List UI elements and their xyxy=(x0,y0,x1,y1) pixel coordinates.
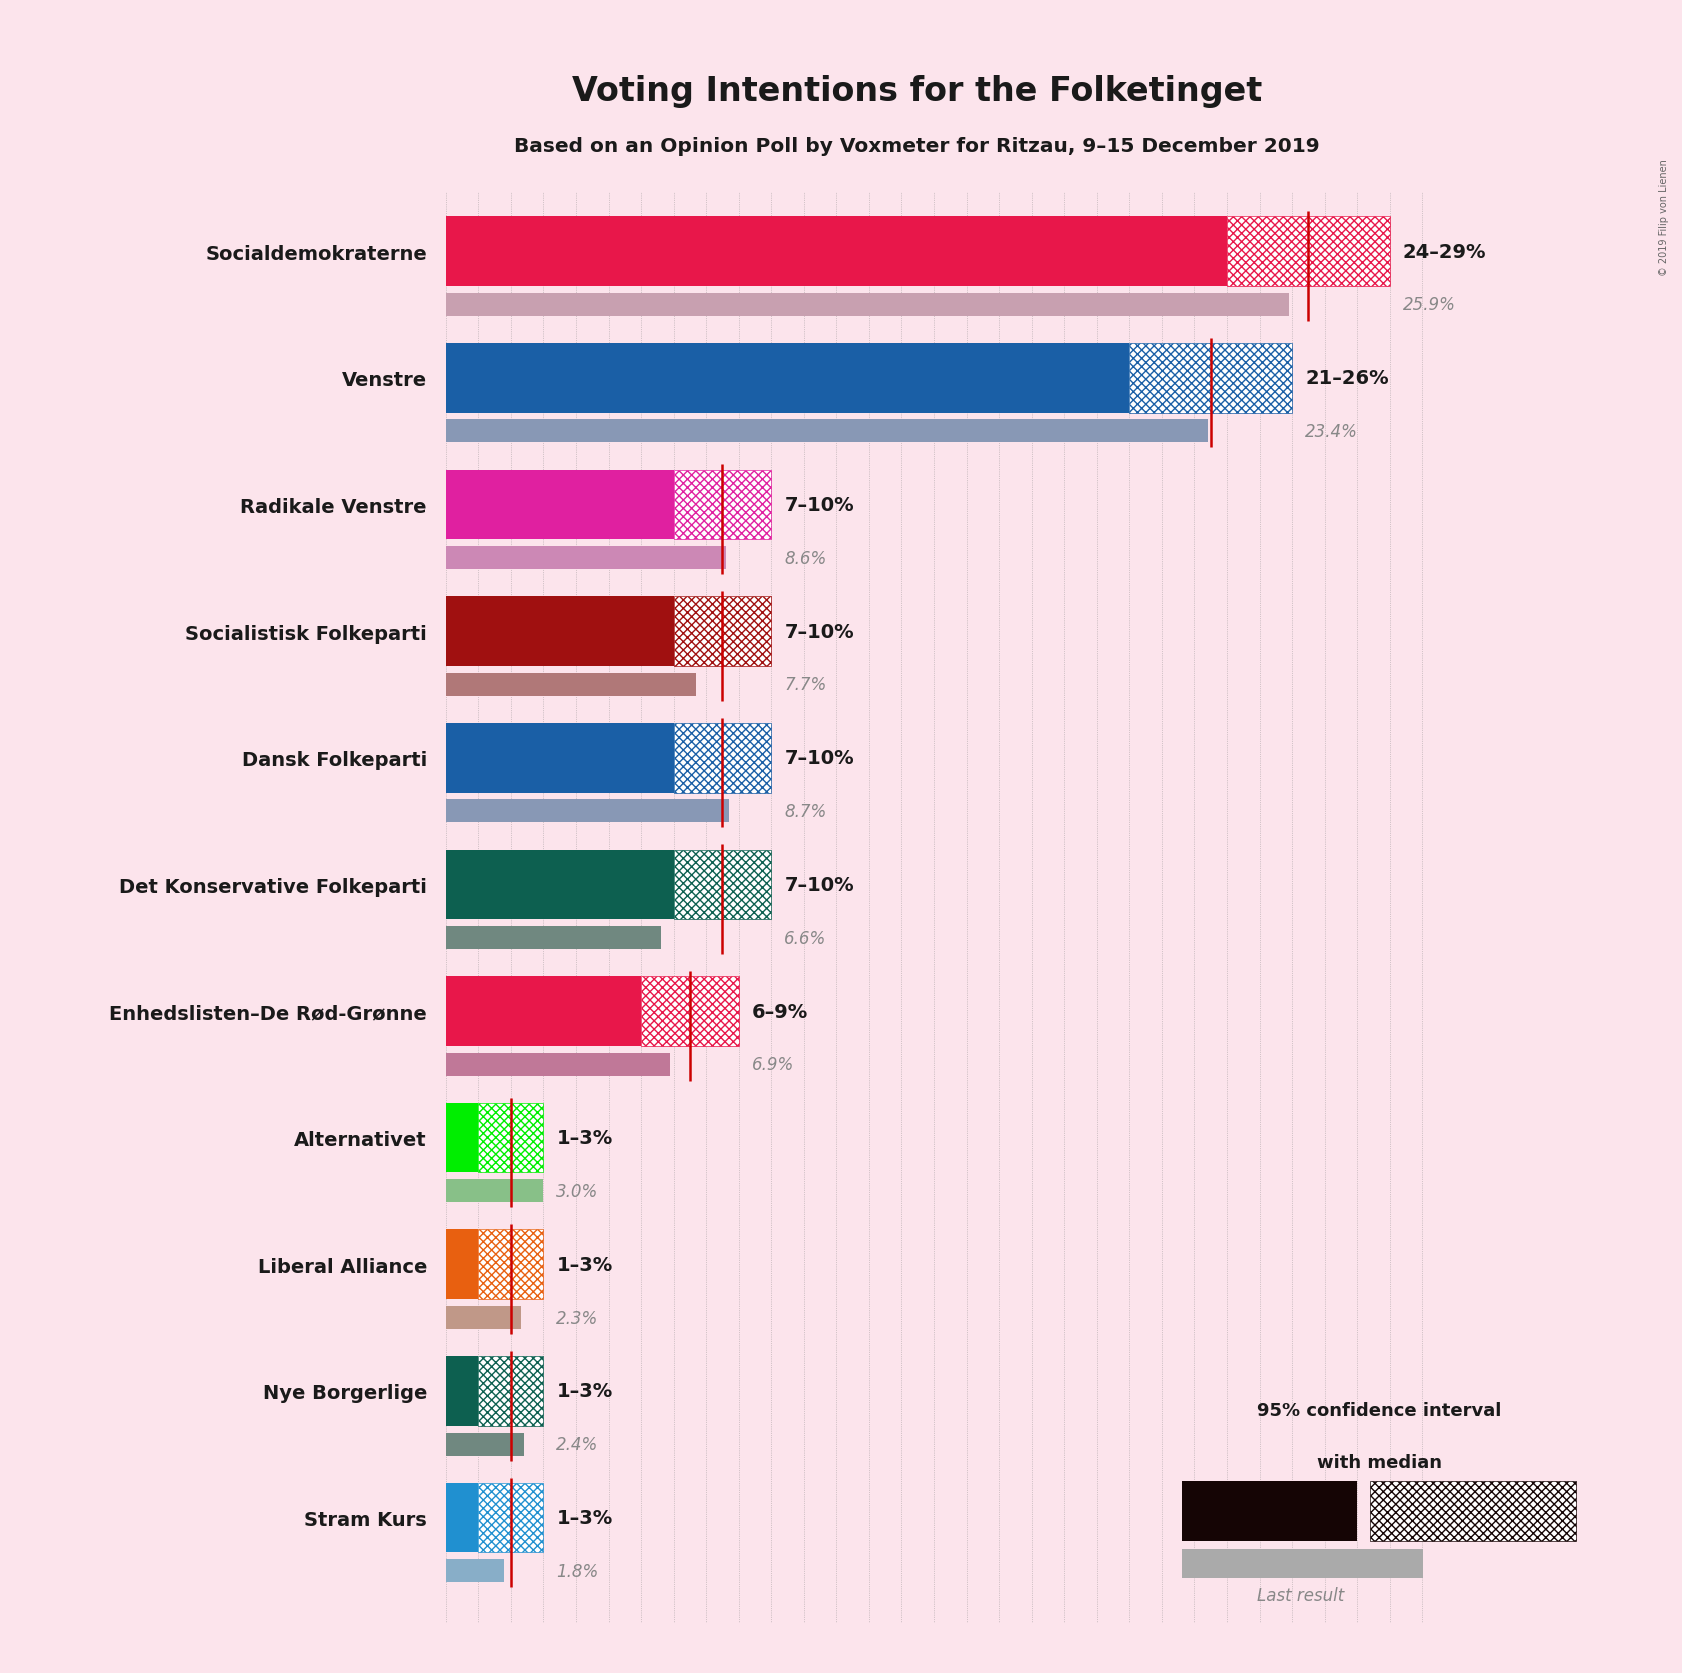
Bar xyxy=(478,1230,543,1300)
Bar xyxy=(446,927,661,949)
Text: 6.6%: 6.6% xyxy=(784,929,826,947)
Bar xyxy=(478,1482,543,1553)
Bar xyxy=(446,977,641,1046)
Bar xyxy=(673,597,772,666)
Bar xyxy=(1182,1481,1357,1541)
Bar xyxy=(446,343,1129,413)
Text: 1–3%: 1–3% xyxy=(557,1129,612,1148)
Bar xyxy=(1228,217,1389,286)
Bar xyxy=(673,470,772,540)
Text: 1–3%: 1–3% xyxy=(557,1255,612,1275)
Text: 1–3%: 1–3% xyxy=(557,1509,612,1527)
Bar xyxy=(1371,1481,1576,1541)
Bar xyxy=(446,547,725,569)
Text: 1.8%: 1.8% xyxy=(557,1563,599,1579)
Text: 3.0%: 3.0% xyxy=(557,1183,599,1200)
Text: 7.7%: 7.7% xyxy=(784,676,826,694)
Bar xyxy=(478,1482,543,1553)
Bar xyxy=(673,850,772,920)
Text: © 2019 Filip von Lienen: © 2019 Filip von Lienen xyxy=(1658,159,1669,276)
Bar xyxy=(478,1230,543,1300)
Bar xyxy=(446,420,1208,443)
Bar xyxy=(641,977,738,1046)
Text: 25.9%: 25.9% xyxy=(1403,296,1455,315)
Text: 7–10%: 7–10% xyxy=(784,495,854,515)
Bar xyxy=(673,723,772,793)
Bar xyxy=(446,1103,478,1173)
Bar xyxy=(446,850,673,920)
Text: 2.4%: 2.4% xyxy=(557,1435,599,1454)
Bar xyxy=(478,1357,543,1425)
Bar xyxy=(446,217,1228,286)
Text: 2.3%: 2.3% xyxy=(557,1308,599,1327)
Text: Based on an Opinion Poll by Voxmeter for Ritzau, 9–15 December 2019: Based on an Opinion Poll by Voxmeter for… xyxy=(515,137,1319,156)
Text: Voting Intentions for the Folketinget: Voting Intentions for the Folketinget xyxy=(572,75,1262,109)
Bar xyxy=(1129,343,1292,413)
Bar xyxy=(446,723,673,793)
Bar xyxy=(446,1357,478,1425)
Text: 24–29%: 24–29% xyxy=(1403,243,1487,261)
Text: 6.9%: 6.9% xyxy=(752,1056,794,1074)
Bar xyxy=(673,470,772,540)
Text: 1–3%: 1–3% xyxy=(557,1382,612,1400)
Text: 7–10%: 7–10% xyxy=(784,750,854,768)
Text: Last result: Last result xyxy=(1256,1586,1344,1604)
Bar xyxy=(1182,1549,1423,1578)
Text: 7–10%: 7–10% xyxy=(784,875,854,895)
Bar xyxy=(446,294,1288,316)
Text: 8.7%: 8.7% xyxy=(784,803,826,820)
Bar xyxy=(446,674,696,696)
Text: 6–9%: 6–9% xyxy=(752,1002,807,1021)
Bar xyxy=(1129,343,1292,413)
Bar xyxy=(446,597,673,666)
Bar xyxy=(478,1103,543,1173)
Bar xyxy=(641,977,738,1046)
Bar xyxy=(446,1179,543,1203)
Bar xyxy=(478,1103,543,1173)
Text: 23.4%: 23.4% xyxy=(1305,423,1357,440)
Bar xyxy=(446,1434,523,1456)
Text: 95% confidence interval: 95% confidence interval xyxy=(1256,1400,1502,1419)
Bar xyxy=(1371,1481,1576,1541)
Bar xyxy=(446,800,728,823)
Bar xyxy=(446,1559,505,1583)
Bar xyxy=(446,1230,478,1300)
Bar xyxy=(478,1357,543,1425)
Bar xyxy=(446,1307,521,1328)
Bar xyxy=(446,470,673,540)
Bar xyxy=(673,723,772,793)
Bar xyxy=(1228,217,1389,286)
Text: 8.6%: 8.6% xyxy=(784,549,826,567)
Text: with median: with median xyxy=(1317,1454,1441,1471)
Bar xyxy=(446,1054,671,1076)
Text: 21–26%: 21–26% xyxy=(1305,370,1389,388)
Bar xyxy=(673,850,772,920)
Text: 7–10%: 7–10% xyxy=(784,622,854,641)
Bar xyxy=(446,1482,478,1553)
Bar xyxy=(673,597,772,666)
